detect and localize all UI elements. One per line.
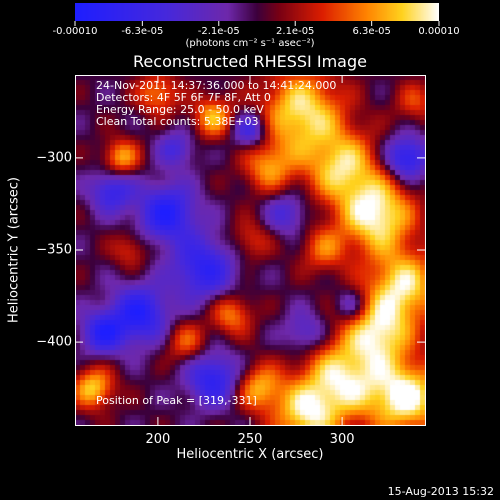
y-tick-label: −350 <box>36 242 72 258</box>
colorbar <box>75 3 439 21</box>
x-tick-label: 300 <box>329 432 355 447</box>
heatmap-image <box>75 75 425 425</box>
peak-position: Position of Peak = [319,-331] <box>96 394 257 407</box>
observation-time: 24-Nov-2011 14:37:36.000 to 14:41:24.000 <box>96 79 337 92</box>
colorbar-tick-label: -0.00010 <box>52 26 98 37</box>
x-tick-label: 200 <box>145 432 171 447</box>
colorbar-tick-label: -6.3e-05 <box>121 26 164 37</box>
y-tick-label: −300 <box>36 150 72 166</box>
detectors: Detectors: 4F 5F 6F 7F 8F, Att 0 <box>96 91 271 104</box>
colorbar-units: (photons cm⁻² s⁻¹ asec⁻²) <box>185 38 315 49</box>
colorbar-tick-label: 6.3e-05 <box>352 26 391 37</box>
colorbar-tick-label: 2.1e-05 <box>276 26 315 37</box>
colorbar-tick-label: -2.1e-05 <box>197 26 240 37</box>
total-counts: Clean Total counts: 5.38E+03 <box>96 115 259 128</box>
y-tick-label: −400 <box>36 334 72 350</box>
chart-title: Reconstructed RHESSI Image <box>133 52 367 71</box>
x-tick-label: 250 <box>237 432 263 447</box>
x-axis-label: Heliocentric X (arcsec) <box>176 447 324 462</box>
footer-date: 15-Aug-2013 15:32 <box>387 485 494 498</box>
colorbar-tick-label: 0.00010 <box>418 26 460 37</box>
y-axis-label: Heliocentric Y (arcsec) <box>6 177 22 323</box>
energy-range: Energy Range: 25.0 - 50.0 keV <box>96 103 264 116</box>
heatmap-plot <box>75 75 425 425</box>
